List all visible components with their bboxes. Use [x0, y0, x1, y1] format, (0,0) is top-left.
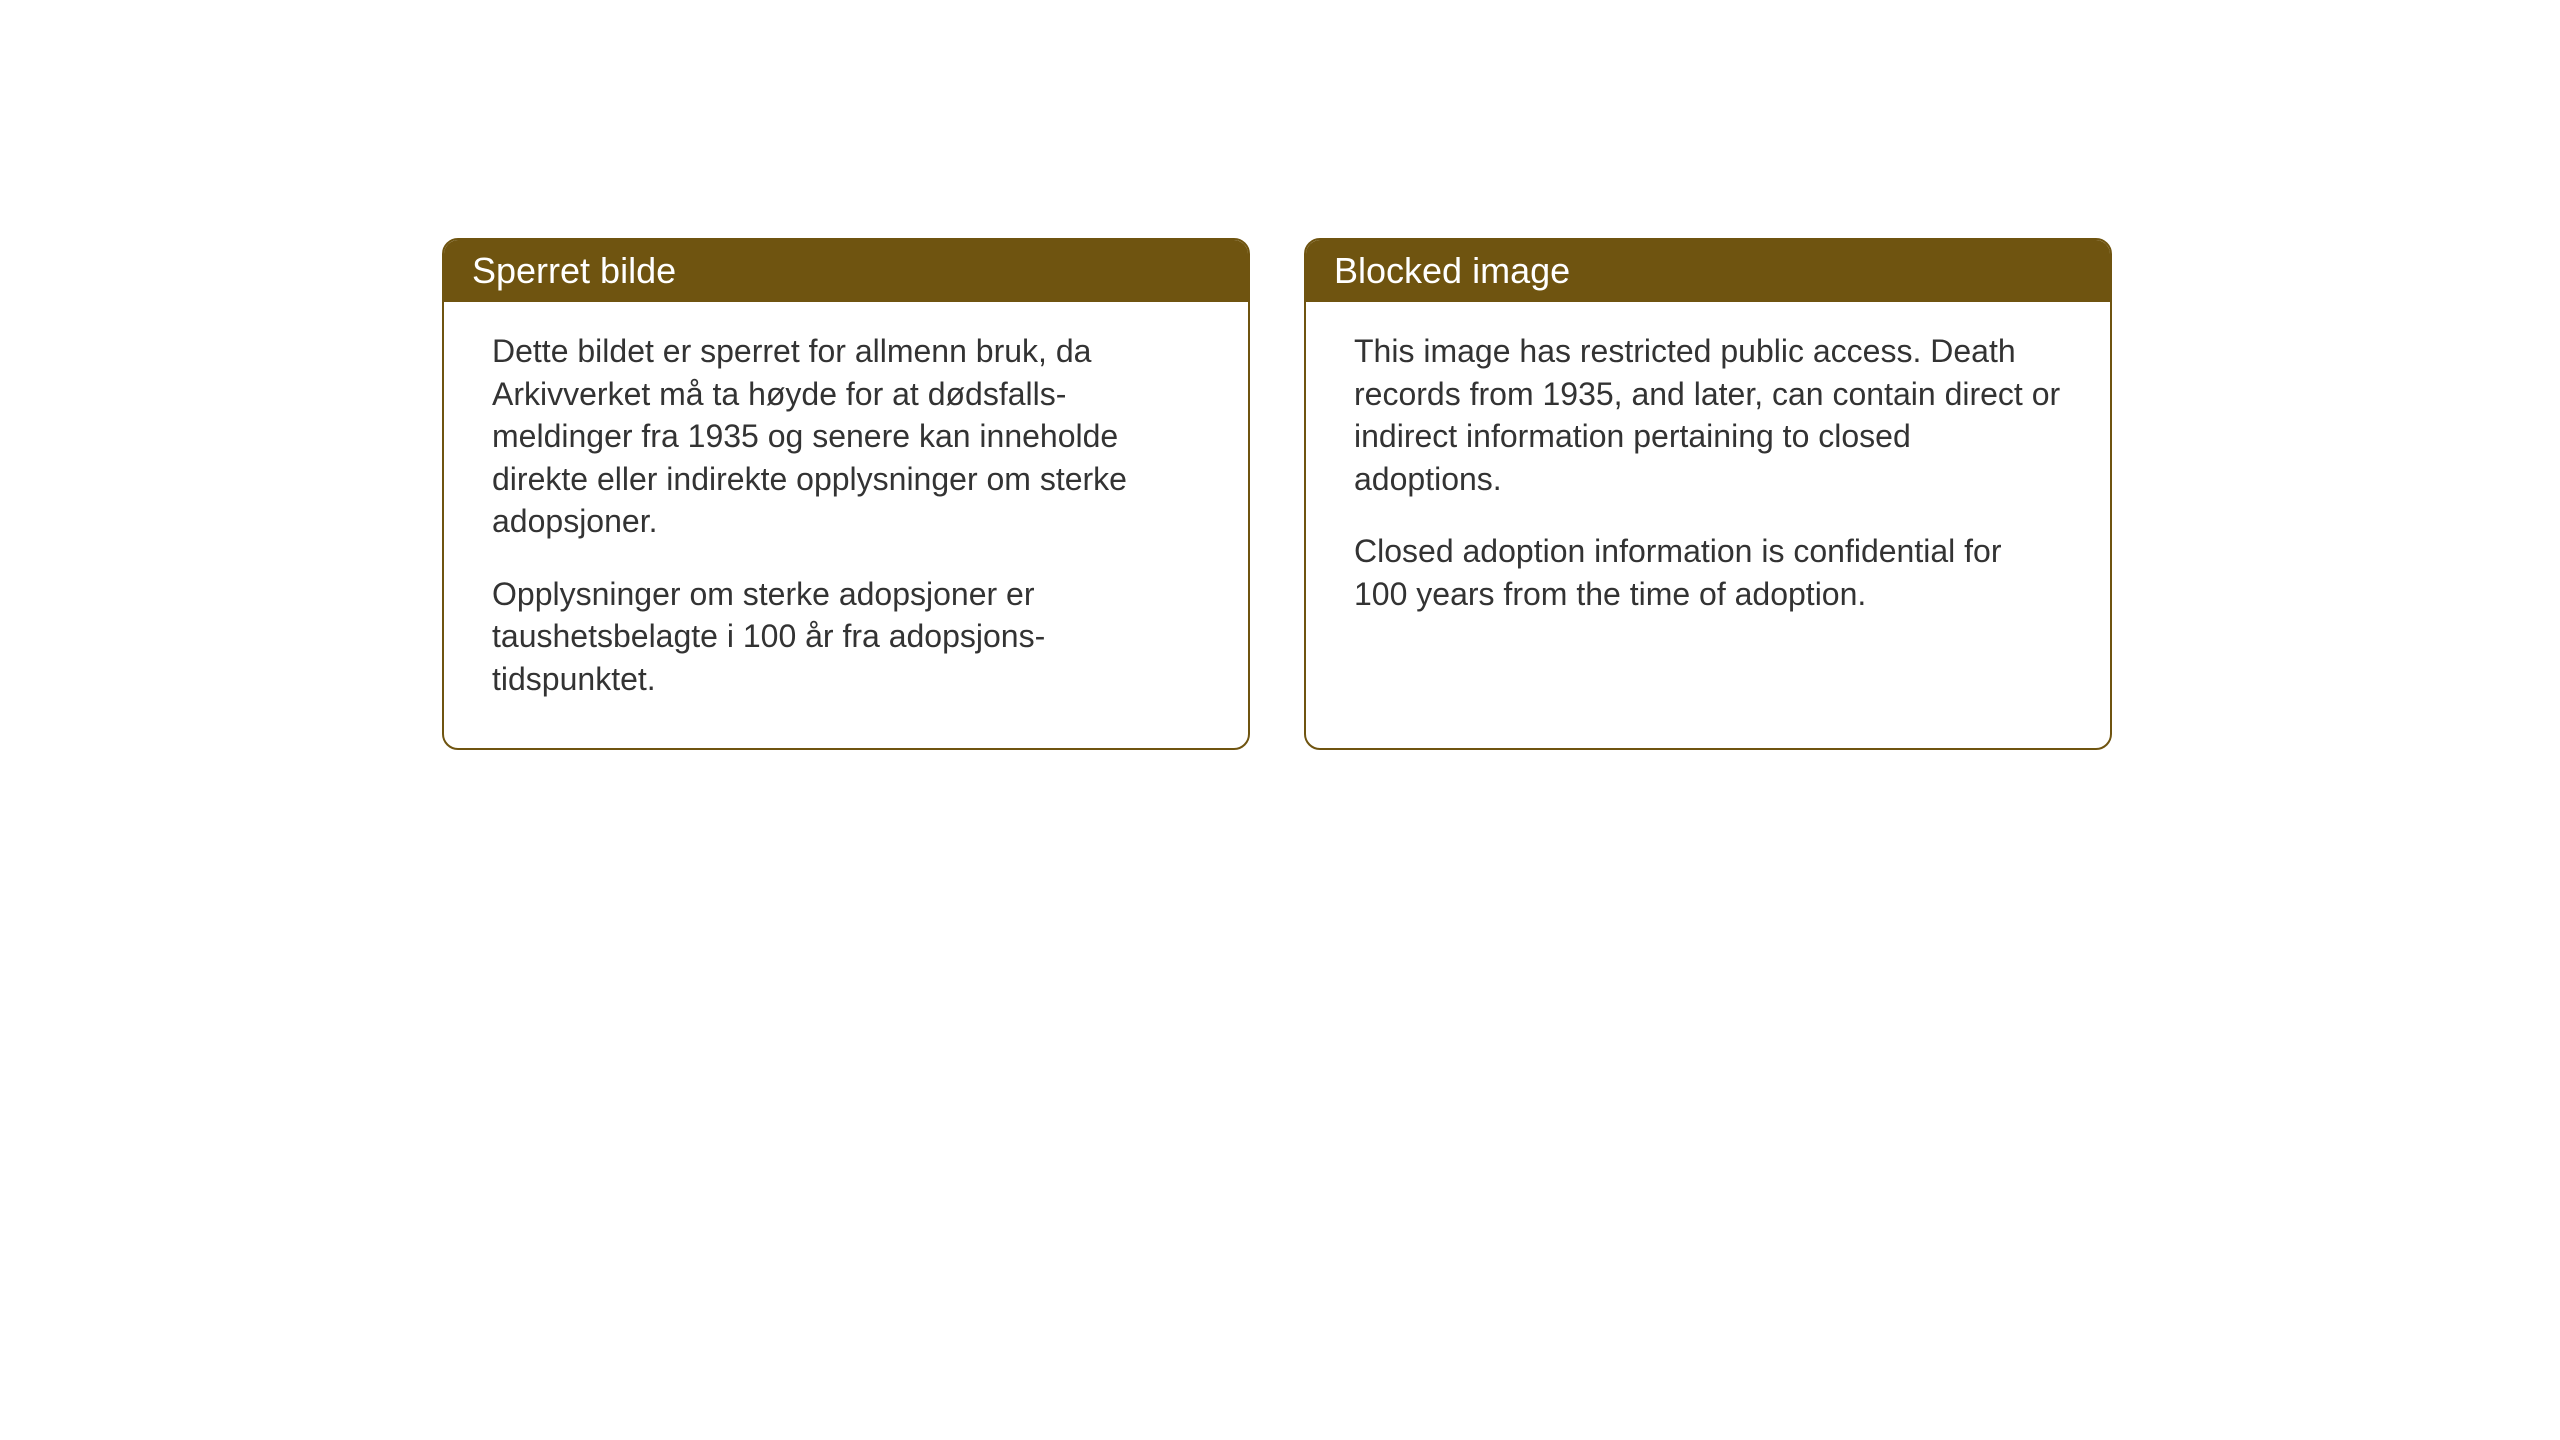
notice-cards-container: Sperret bilde Dette bildet er sperret fo… [442, 238, 2112, 750]
card-paragraph-english-2: Closed adoption information is confident… [1354, 530, 2062, 615]
card-header-norwegian: Sperret bilde [444, 240, 1248, 302]
card-title-norwegian: Sperret bilde [472, 250, 676, 291]
notice-card-norwegian: Sperret bilde Dette bildet er sperret fo… [442, 238, 1250, 750]
card-body-english: This image has restricted public access.… [1306, 302, 2110, 663]
card-body-norwegian: Dette bildet er sperret for allmenn bruk… [444, 302, 1248, 748]
card-paragraph-norwegian-2: Opplysninger om sterke adopsjoner er tau… [492, 573, 1200, 701]
card-paragraph-english-1: This image has restricted public access.… [1354, 330, 2062, 500]
card-paragraph-norwegian-1: Dette bildet er sperret for allmenn bruk… [492, 330, 1200, 543]
card-header-english: Blocked image [1306, 240, 2110, 302]
notice-card-english: Blocked image This image has restricted … [1304, 238, 2112, 750]
card-title-english: Blocked image [1334, 250, 1570, 291]
